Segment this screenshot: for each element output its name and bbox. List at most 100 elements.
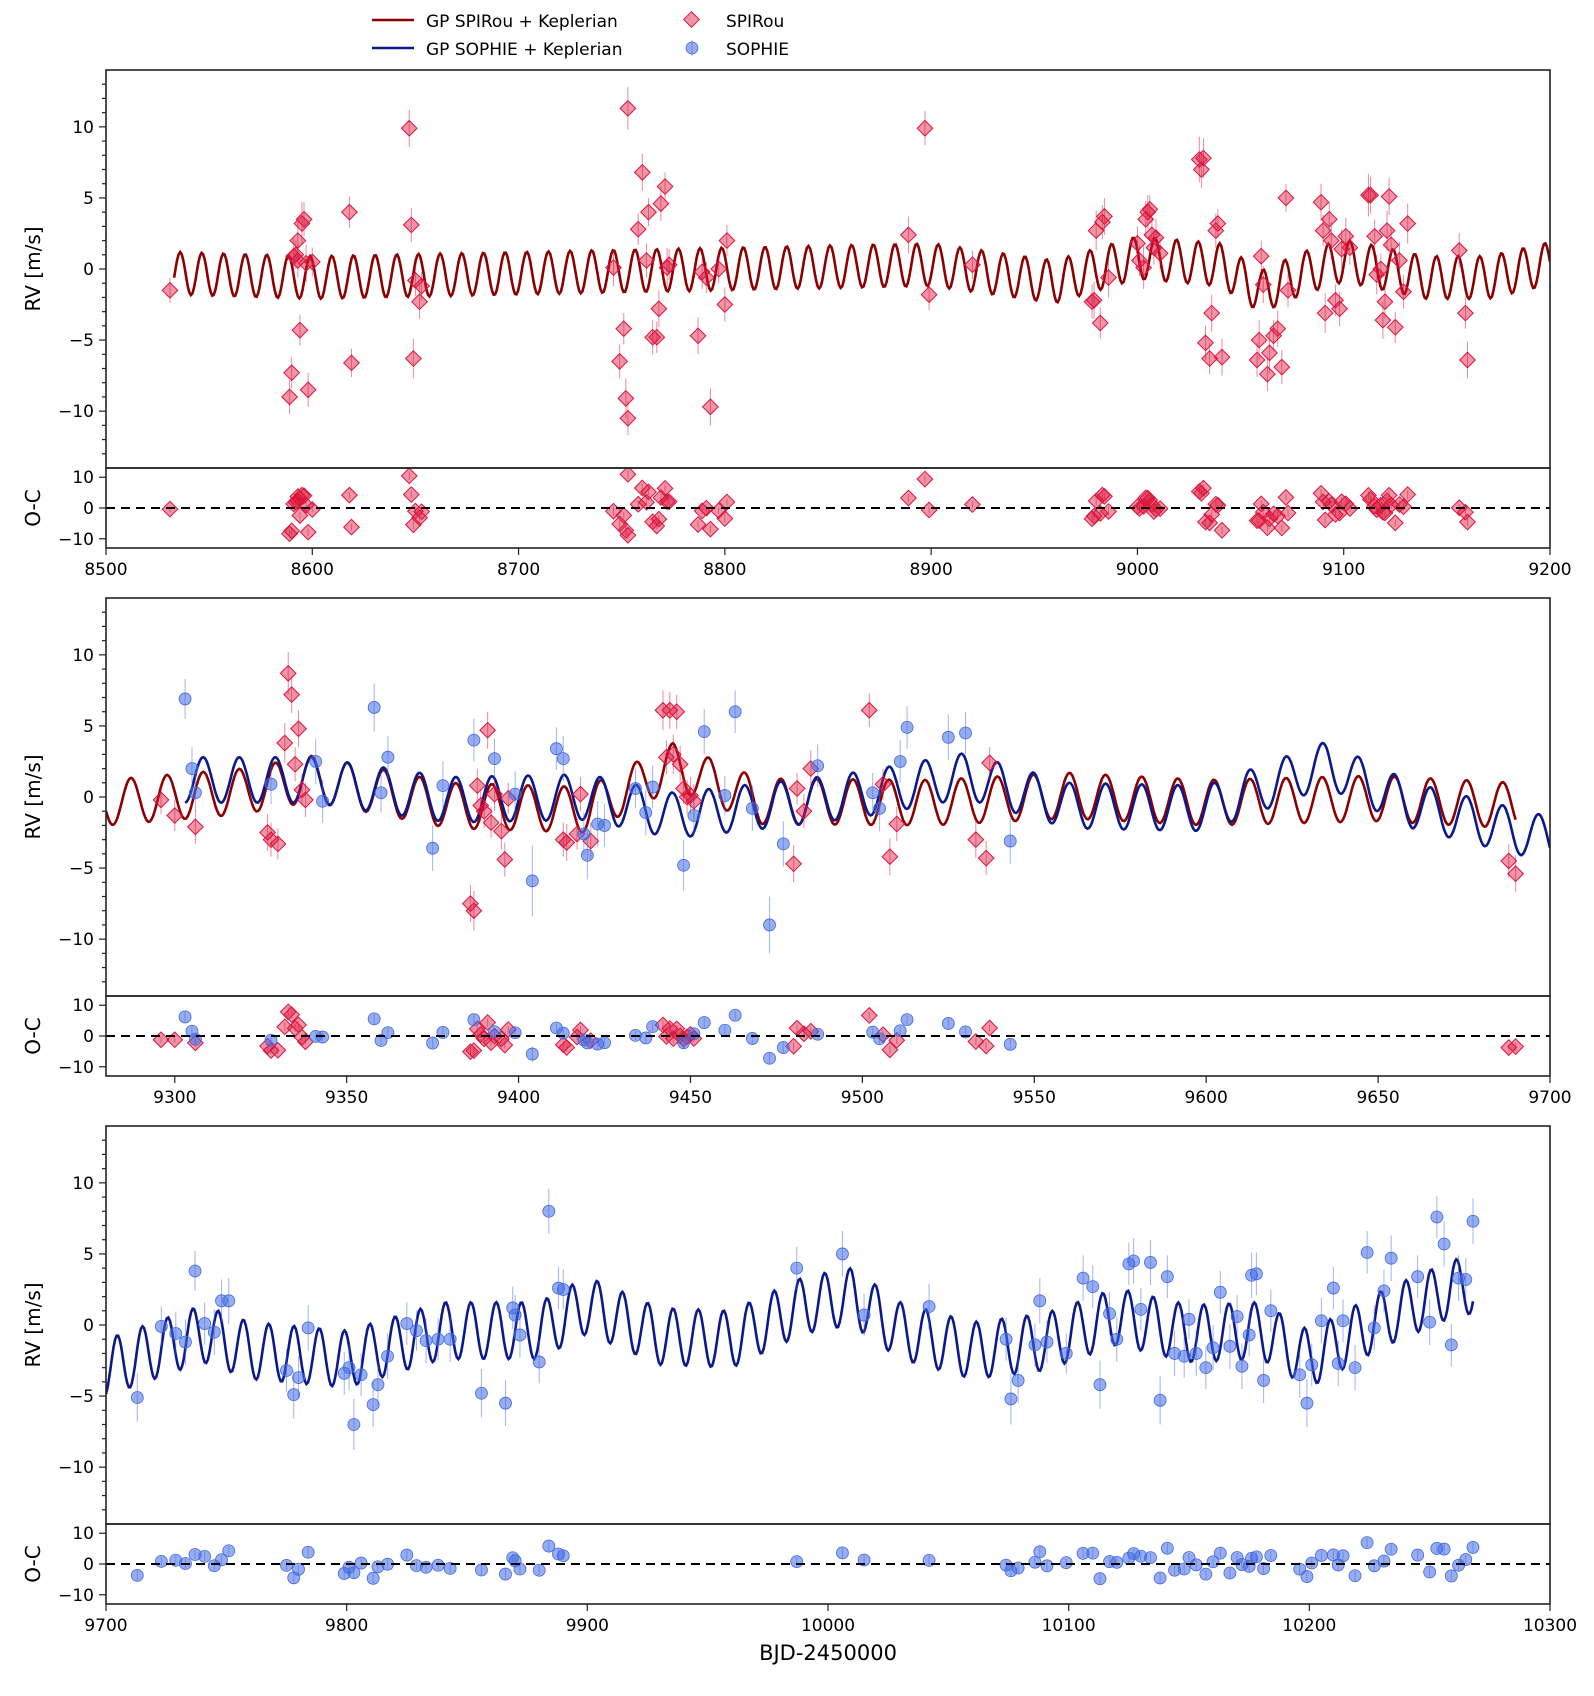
res-point-sophie [366, 1571, 380, 1585]
point-spirou [286, 755, 304, 773]
res-point-spirou [1372, 496, 1390, 514]
res-point-sophie [347, 1566, 361, 1580]
res-point-spirou [1083, 510, 1101, 528]
res-point-spirou [269, 1041, 287, 1059]
y-axis-label: RV [m/s] [21, 754, 45, 839]
y-axis-label: RV [m/s] [21, 1282, 45, 1367]
res-point-sophie [1003, 1037, 1017, 1051]
point-sophie [677, 858, 690, 872]
res-point-sophie [1223, 1566, 1237, 1580]
point-sophie [580, 848, 594, 862]
point-spirou [283, 686, 301, 704]
point-sophie [316, 794, 330, 808]
point-spirou [668, 703, 686, 721]
res-point-spirou [291, 506, 309, 524]
point-sophie [790, 1261, 804, 1275]
y-axis-label: RV [m/s] [21, 226, 45, 311]
res-point-sophie [1028, 1555, 1042, 1569]
point-sophie [1411, 1270, 1425, 1284]
x-tick-label: 10000 [801, 1616, 855, 1636]
res-point-spirou [689, 515, 707, 533]
res-point-sophie [639, 1031, 653, 1045]
point-sophie [188, 1264, 202, 1278]
legend-label-sophie: SOPHIE [726, 40, 789, 60]
res-point-spirou [283, 1006, 301, 1024]
models [106, 741, 1550, 857]
point-spirou [920, 286, 938, 304]
res-point-spirou [652, 489, 670, 507]
point-sophie [1230, 1310, 1244, 1323]
residual-points [130, 1536, 1480, 1586]
point-sophie [287, 1388, 301, 1402]
point-sophie [1093, 1378, 1107, 1392]
point-sophie [549, 742, 563, 756]
legend-entry-spirou-model: GP SPIRou + Keplerian [372, 12, 618, 32]
res-point-sophie [1444, 1569, 1458, 1583]
point-sophie [179, 1335, 192, 1349]
point-sophie [374, 786, 388, 800]
point-spirou [281, 388, 299, 406]
point-sophie [508, 787, 522, 801]
point-spirou [1507, 865, 1525, 883]
point-sophie [577, 827, 591, 841]
res-point-sophie [467, 1013, 481, 1027]
res-point-sophie [1110, 1555, 1124, 1569]
point-spirou [1341, 239, 1359, 257]
res-point-spirou [640, 483, 658, 501]
res-y-tick-label: −10 [58, 530, 94, 550]
res-point-spirou [1312, 484, 1330, 502]
point-spirou [657, 748, 675, 766]
panel-1: −10 −5 0 5 10 −10 0 10 8500 8600 8700 8800 8900 9000 9… [21, 69, 1572, 580]
res-point-spirou [1194, 479, 1212, 497]
res-point-sophie [178, 1010, 192, 1024]
legend-swatch-spirou [683, 11, 700, 28]
res-point-sophie [1336, 1549, 1350, 1563]
point-sophie [556, 752, 570, 766]
x-tick-label: 9600 [1185, 1088, 1228, 1108]
y-tick-label: 5 [83, 717, 94, 737]
res-point-spirou [619, 468, 637, 483]
res-point-sophie [130, 1568, 144, 1582]
point-spirou [465, 902, 483, 920]
res-point-spirou [1320, 492, 1338, 510]
point-sophie [1004, 1392, 1018, 1406]
point-sophie [1011, 1374, 1025, 1387]
x-tick-label: 9300 [153, 1088, 196, 1108]
point-sophie [169, 1327, 183, 1340]
point-sophie [1249, 1267, 1263, 1281]
x-tick-label: 10200 [1282, 1616, 1336, 1636]
res-point-spirou [166, 1031, 184, 1049]
point-sophie [811, 759, 825, 773]
point-sophie [1160, 1270, 1174, 1284]
res-y-tick-label: −10 [58, 1058, 94, 1078]
model-line-sophie [184, 741, 1550, 857]
res-y-tick-label: −10 [58, 1586, 94, 1606]
point-sophie [185, 762, 199, 775]
res-point-spirou [1386, 514, 1404, 532]
res-point-sophie [1360, 1536, 1374, 1550]
res-point-sophie [488, 1025, 501, 1039]
res-point-sophie [718, 1023, 732, 1037]
point-spirou [295, 210, 313, 228]
point-spirou [1382, 236, 1400, 254]
x-tick-label: 9650 [1356, 1088, 1399, 1108]
point-spirou [1320, 210, 1338, 228]
point-spirou [977, 849, 995, 867]
res-point-spirou [1341, 499, 1359, 517]
res-point-spirou [558, 1039, 576, 1056]
x-ticks: 8500 8600 8700 8800 8900 9000 9100 9200 [84, 548, 1572, 580]
res-point-spirou [617, 521, 635, 539]
res-point-spirou [716, 510, 734, 528]
res-point-spirou [785, 1037, 803, 1055]
point-spirou [718, 232, 736, 250]
legend-label-spirou-model: GP SPIRou + Keplerian [426, 12, 618, 32]
point-spirou [1277, 189, 1295, 207]
point-spirou [633, 163, 651, 181]
res-point-spirou [656, 479, 674, 497]
point-spirou [1316, 304, 1334, 322]
res-point-sophie [697, 1016, 711, 1029]
res-point-spirou [1209, 496, 1227, 514]
res-point-spirou [701, 520, 719, 538]
point-sophie [1235, 1359, 1249, 1373]
res-y-tick-label: 10 [72, 1524, 94, 1544]
